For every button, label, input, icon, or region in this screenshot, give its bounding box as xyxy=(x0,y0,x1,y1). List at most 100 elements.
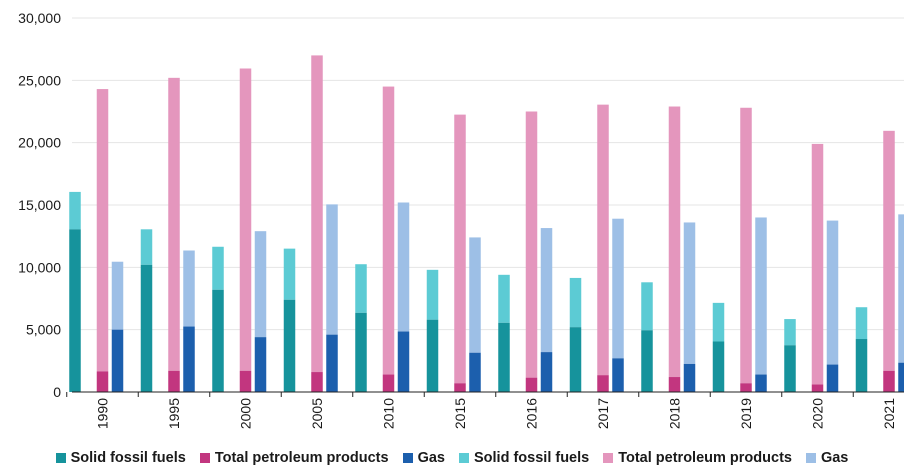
x-tick-label: 1990 xyxy=(95,398,111,429)
legend: Solid fossil fuels Total petroleum produc… xyxy=(0,447,904,469)
bar-1995-1-upper xyxy=(168,77,180,371)
x-tick-label: 2000 xyxy=(238,398,254,429)
bar-2019-1-lower xyxy=(740,383,752,392)
legend-label: Gas xyxy=(820,450,849,466)
x-tick-label: 2021 xyxy=(881,398,897,429)
legend-swatch xyxy=(459,453,469,463)
bar-2016-2-lower xyxy=(540,352,553,392)
legend-swatch xyxy=(55,453,66,463)
legend-item: Total petroleum products xyxy=(603,450,792,466)
bar-2016-0-upper xyxy=(498,274,510,323)
x-tick-label: 2018 xyxy=(667,398,683,429)
bar-2016-0-lower xyxy=(498,322,510,392)
bar-2020-2-upper xyxy=(826,220,839,365)
bar-2015-1-upper xyxy=(454,114,466,384)
bar-1990-0-lower xyxy=(69,229,81,392)
bar-2021-0-upper xyxy=(855,307,868,340)
bar-2000-0-upper xyxy=(212,246,224,290)
bar-2019-0-lower xyxy=(712,341,725,392)
legend-label: Solid fossil fuels xyxy=(474,450,590,466)
y-tick-label: 10,000 xyxy=(18,259,61,275)
bar-2020-1-lower xyxy=(811,384,824,392)
bar-2000-1-upper xyxy=(239,68,252,371)
legend-swatch xyxy=(402,453,413,463)
bar-2019-2-upper xyxy=(755,217,767,375)
bar-1990-0-upper xyxy=(69,191,81,230)
bar-1990-2-upper xyxy=(111,261,124,330)
bar-2021-1-lower xyxy=(883,370,895,392)
bar-2010-2-lower xyxy=(397,331,410,392)
y-tick-label: 5,000 xyxy=(26,322,61,338)
legend-item: Gas xyxy=(402,450,445,466)
bar-2005-0-upper xyxy=(283,248,296,300)
legend-label: Total petroleum products xyxy=(618,450,792,466)
bar-2005-2-upper xyxy=(326,204,338,335)
legend-swatch xyxy=(199,453,210,463)
bar-2018-0-upper xyxy=(641,282,653,331)
bar-2017-1-upper xyxy=(597,104,609,376)
bar-2000-0-lower xyxy=(212,289,224,392)
bar-2016-1-upper xyxy=(525,111,538,378)
x-tick-label: 2010 xyxy=(381,398,397,429)
x-tick-label: 2017 xyxy=(595,398,611,429)
bar-2020-0-lower xyxy=(784,345,796,392)
bar-2015-1-lower xyxy=(454,383,466,392)
bar-2010-1-upper xyxy=(382,86,395,375)
bar-2000-2-upper xyxy=(254,231,267,338)
bar-2020-1-upper xyxy=(811,143,824,385)
bar-2021-2-lower xyxy=(898,362,904,392)
bar-2005-0-lower xyxy=(283,299,296,392)
legend-item: Solid fossil fuels xyxy=(55,450,186,466)
legend-item: Total petroleum products xyxy=(199,450,389,466)
bar-2000-1-lower xyxy=(239,370,252,392)
bar-2005-2-lower xyxy=(326,334,338,392)
legend-label: Gas xyxy=(417,450,445,466)
x-axis-ticks: 1990 1995 2000 2005 2010 2015 2016 2017 2018 2019… xyxy=(95,398,898,429)
bar-2018-0-lower xyxy=(641,330,653,392)
bar-2020-2-lower xyxy=(826,364,839,392)
bar-1995-0-lower xyxy=(140,264,153,392)
bar-1990-1-lower xyxy=(96,371,109,392)
y-tick-label: 20,000 xyxy=(18,135,61,151)
bar-2018-1-upper xyxy=(668,106,681,378)
bar-2017-2-upper xyxy=(612,218,624,359)
bar-2015-2-lower xyxy=(469,352,481,392)
bar-1995-1-lower xyxy=(168,370,180,392)
bar-2005-1-lower xyxy=(311,372,323,392)
legend-label: Total petroleum products xyxy=(214,450,389,466)
bar-2019-1-upper xyxy=(740,107,752,384)
x-tick-label: 2020 xyxy=(810,398,826,429)
legend-item: Gas xyxy=(805,450,849,466)
bar-2000-2-lower xyxy=(254,337,267,392)
y-axis-ticks: 0 5,000 10,000 15,000 20,000 25,000 30,000 xyxy=(18,10,61,400)
y-tick-label: 30,000 xyxy=(18,10,61,26)
bar-2010-2-upper xyxy=(397,202,410,332)
bar-2017-2-lower xyxy=(612,358,624,392)
bar-2015-0-lower xyxy=(426,319,439,392)
bar-2018-2-lower xyxy=(683,363,696,392)
bar-1990-2-lower xyxy=(111,329,124,392)
bar-2021-0-lower xyxy=(855,339,868,392)
y-tick-label: 25,000 xyxy=(18,72,61,88)
y-tick-label: 15,000 xyxy=(18,197,61,213)
legend-swatch xyxy=(805,453,816,463)
x-tick-label: 2005 xyxy=(309,398,325,429)
bar-2021-2-upper xyxy=(898,214,904,363)
legend-label: Solid fossil fuels xyxy=(70,450,186,466)
x-axis xyxy=(66,391,904,397)
bar-2015-0-upper xyxy=(426,269,439,320)
bar-1990-1-upper xyxy=(96,89,109,372)
bars xyxy=(69,55,904,392)
bar-2017-1-lower xyxy=(597,375,609,392)
bar-2016-1-lower xyxy=(525,377,538,392)
bar-2016-2-upper xyxy=(540,228,553,353)
x-tick-label: 2016 xyxy=(524,398,540,429)
bar-2005-1-upper xyxy=(311,55,323,373)
x-tick-label: 2019 xyxy=(738,398,754,429)
bar-2010-1-lower xyxy=(382,374,395,392)
y-tick-label: 0 xyxy=(53,384,61,400)
bar-2015-2-upper xyxy=(469,237,481,353)
x-tick-label: 1995 xyxy=(166,398,182,429)
legend-swatch xyxy=(603,453,614,463)
